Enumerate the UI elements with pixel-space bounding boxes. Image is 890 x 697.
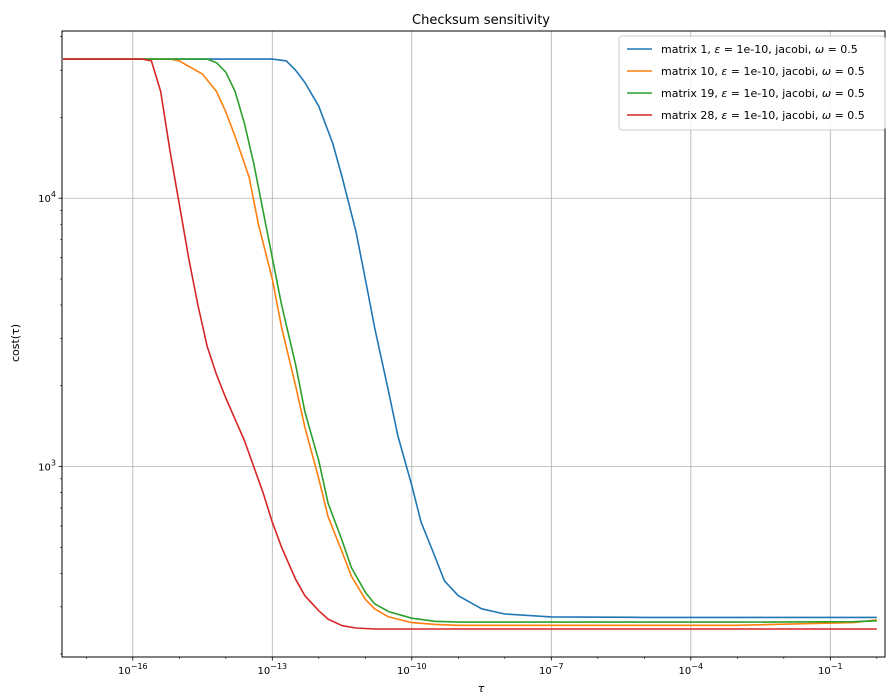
series-line-4 xyxy=(63,58,877,630)
grid-layer xyxy=(62,31,885,657)
legend-box xyxy=(618,35,886,131)
x-tick-label: 10−16 xyxy=(118,662,148,677)
ticks-layer: 10−16 10−13 10−10 10−7 10−4 10−1 103 104 xyxy=(38,36,878,677)
x-tick-label: 10−1 xyxy=(818,662,843,677)
legend: matrix 1, ε = 1e-10, jacobi, ω = 0.5 matr… xyxy=(618,35,886,131)
y-tick-label: 104 xyxy=(38,190,56,205)
legend-label-4: matrix 28, ε = 1e-10, jacobi, ω = 0.5 xyxy=(661,109,865,122)
legend-label-2: matrix 10, ε = 1e-10, jacobi, ω = 0.5 xyxy=(661,65,865,78)
y-axis-label: cost(τ) xyxy=(9,324,22,362)
x-tick-label: 10−10 xyxy=(397,662,427,677)
legend-label-3: matrix 19, ε = 1e-10, jacobi, ω = 0.5 xyxy=(661,87,865,100)
series-line-1 xyxy=(63,58,877,619)
series-line-2 xyxy=(63,58,877,627)
series-line-3 xyxy=(63,58,877,623)
x-tick-label: 10−4 xyxy=(679,662,704,677)
series-layer xyxy=(63,58,877,630)
x-axis-label: τ xyxy=(478,682,485,695)
x-tick-label: 10−7 xyxy=(539,662,564,677)
x-tick-label: 10−13 xyxy=(258,662,288,677)
y-tick-label: 103 xyxy=(38,459,56,474)
chart-title: Checksum sensitivity xyxy=(412,13,550,28)
plot-frame xyxy=(61,30,886,658)
legend-label-1: matrix 1, ε = 1e-10, jacobi, ω = 0.5 xyxy=(661,43,858,56)
